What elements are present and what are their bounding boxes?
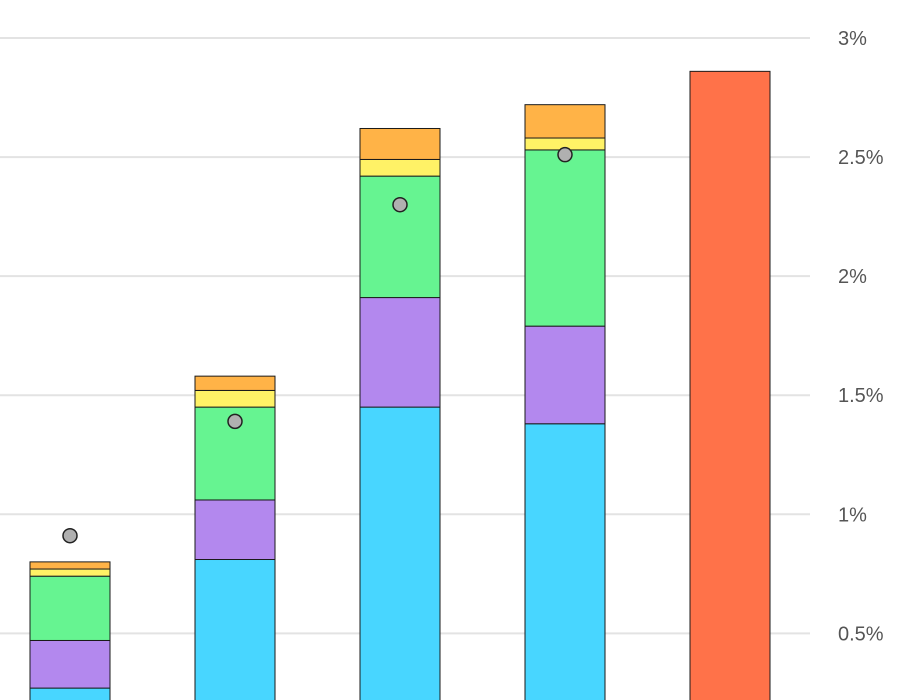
y-tick-label: 2.5% bbox=[838, 147, 884, 169]
bar-segment bbox=[524, 149, 606, 327]
bar-segment bbox=[359, 175, 441, 299]
bar-segment bbox=[359, 127, 441, 160]
bar-segment bbox=[194, 559, 276, 700]
bar-segment bbox=[29, 687, 111, 700]
bar-segment bbox=[524, 423, 606, 700]
marker-point bbox=[392, 196, 408, 213]
bar-segment bbox=[524, 325, 606, 425]
marker-point bbox=[62, 527, 78, 544]
bar-segment bbox=[689, 70, 771, 700]
markers bbox=[62, 146, 573, 544]
bar-segment bbox=[194, 389, 276, 408]
bars bbox=[29, 70, 771, 700]
y-tick-label: 0.5% bbox=[838, 623, 884, 645]
y-tick-label: 3% bbox=[838, 28, 867, 50]
bar-segment bbox=[29, 639, 111, 689]
bar-segment bbox=[359, 158, 441, 177]
bar-segment bbox=[29, 561, 111, 570]
marker-point bbox=[557, 146, 573, 163]
bar-segment bbox=[524, 104, 606, 139]
bar-segment bbox=[29, 568, 111, 577]
bar-segment bbox=[359, 297, 441, 408]
bar-segment bbox=[194, 375, 276, 391]
bar-segment bbox=[29, 575, 111, 641]
y-axis: 0.5% 1% 1.5% 2% 2.5% 3% bbox=[838, 28, 884, 645]
y-tick-label: 1% bbox=[838, 504, 867, 526]
bar-segment bbox=[359, 406, 441, 700]
bar-segment bbox=[194, 499, 276, 561]
y-tick-label: 1.5% bbox=[838, 385, 884, 407]
marker-point bbox=[227, 413, 243, 430]
y-tick-label: 2% bbox=[838, 266, 867, 288]
